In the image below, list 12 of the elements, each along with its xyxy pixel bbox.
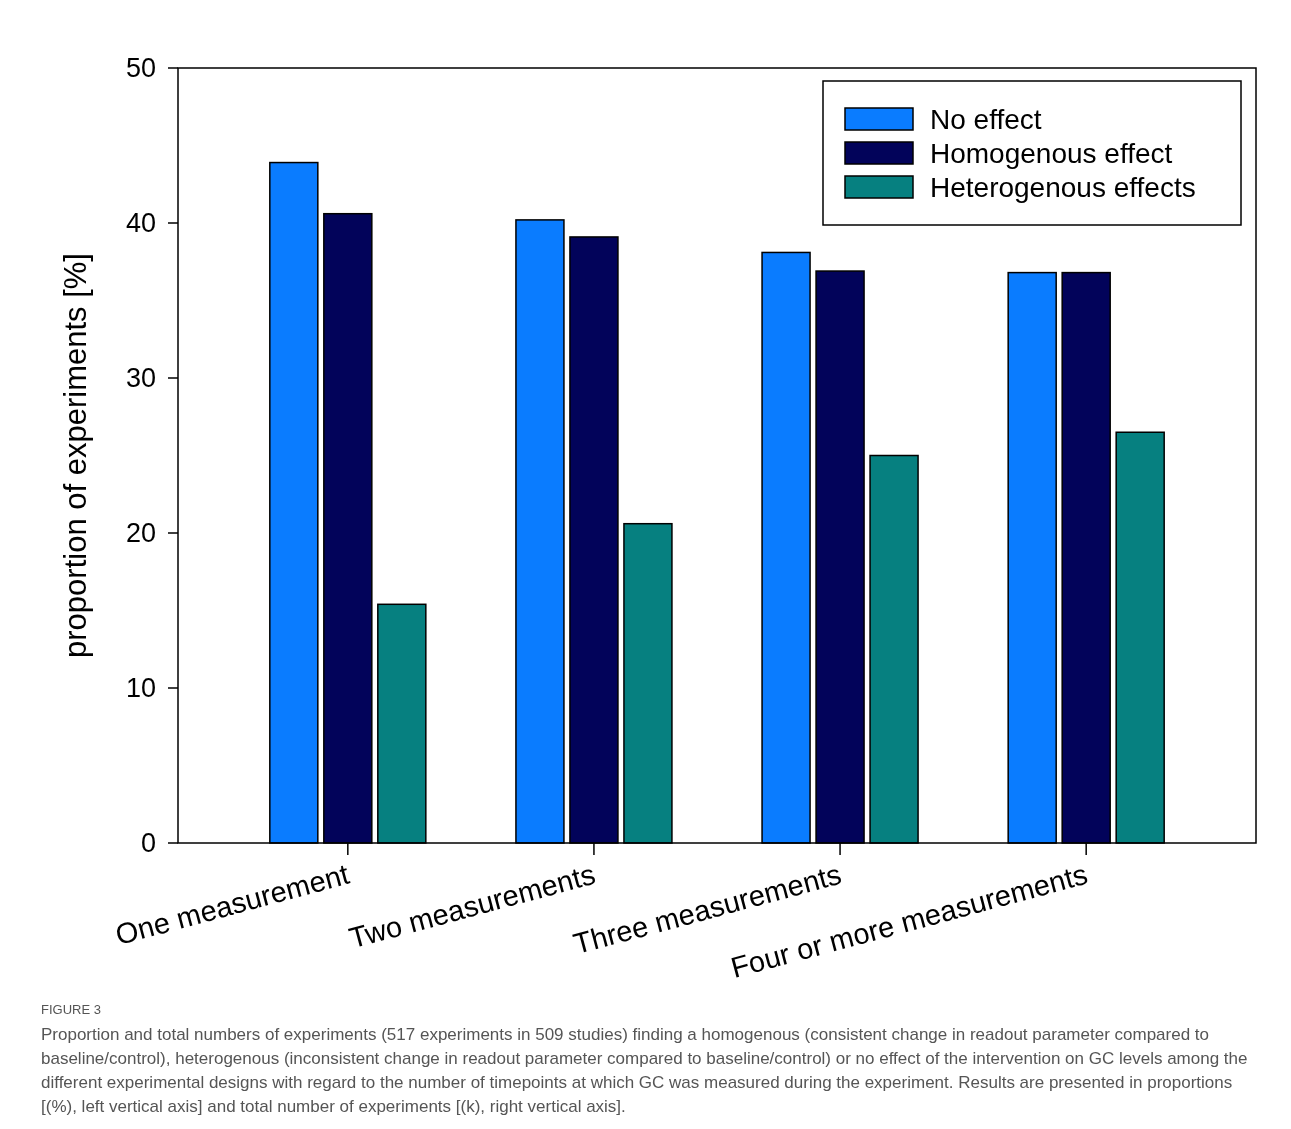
y-tick-label: 10 — [125, 673, 156, 704]
text: Proportion and total numbers of experiments (517 experiments in 509 studies) finding a homogenous (consistent change in readout parameter compared to baseline/control), heterogenous (inconsistent change in readout parameter compared to baseline/control) or no effect of the intervention on GC levels among the different experimental designs with regard to the number of timepoints at which GC was measured during the experiment. Results are presented in proportions [(%), left vertical axis] and total number of experiments [(k), right vertical axis]. — [41, 1024, 1249, 1118]
y-tick-label: 50 — [125, 53, 156, 84]
y-tick-label: 0 — [140, 828, 156, 859]
legend-label: Heterogenous effects — [930, 171, 1196, 203]
y-tick-label: 40 — [125, 208, 156, 239]
y-tick-label: 30 — [125, 363, 156, 394]
y-tick-label: 20 — [125, 518, 156, 549]
legend-label: Homogenous effect — [930, 137, 1173, 169]
y-axis-title: proportion of experiments [%] — [58, 253, 93, 658]
caption: FIGURE 3 — [41, 1002, 102, 1017]
legend-label: No effect — [930, 103, 1042, 135]
